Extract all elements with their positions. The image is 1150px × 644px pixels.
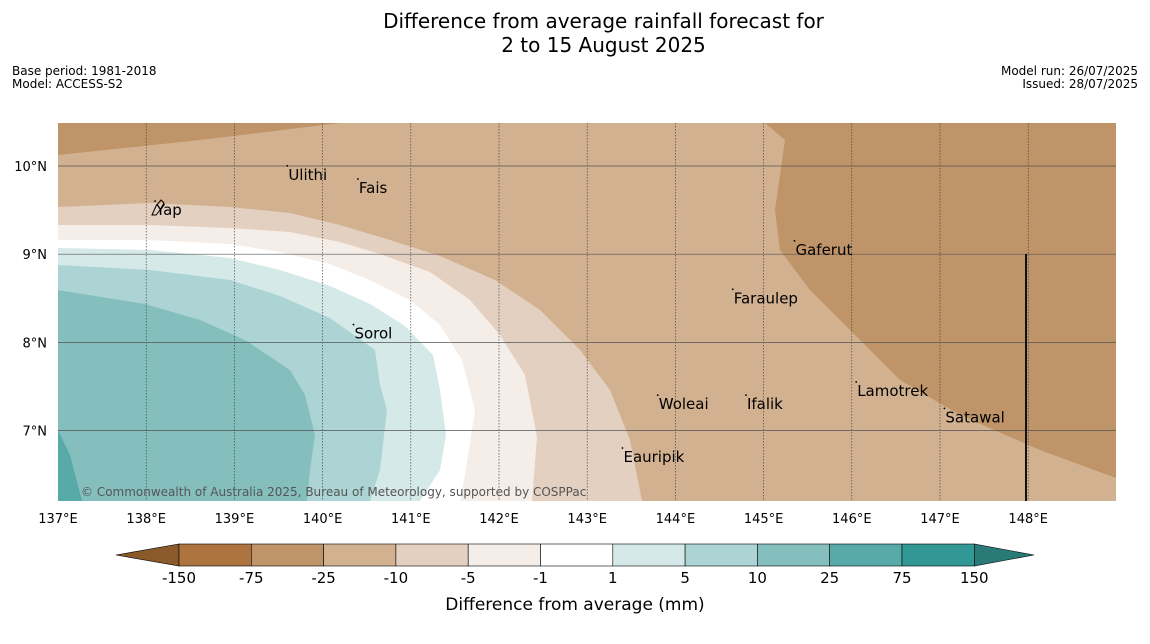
place-label-woleai: Woleai xyxy=(659,395,709,413)
place-labels: Yap Ulithi Fais Gaferut Faraulep Sorol Woleai I… xyxy=(154,164,1005,466)
latitude-tick-label: 9°N xyxy=(23,248,48,263)
colorbar-label: -25 xyxy=(311,569,336,587)
colorbar-label: 1 xyxy=(608,569,618,587)
longitude-tick-label: 146°E xyxy=(832,512,872,527)
longitude-tick-label: 137°E xyxy=(38,512,78,527)
place-label-lamotrek: Lamotrek xyxy=(857,382,928,400)
place-label-ifalik: Ifalik xyxy=(747,395,783,413)
latitude-tick-label: 10°N xyxy=(14,160,47,175)
place-label-faraulep: Faraulep xyxy=(734,289,798,307)
place-label-satawal: Satawal xyxy=(945,408,1004,426)
colorbar-extend-high xyxy=(973,543,1035,567)
place-label-yap: Yap xyxy=(155,201,182,219)
colorbar-label: -150 xyxy=(162,569,196,587)
place-marker xyxy=(621,447,624,449)
colorbar-segment xyxy=(829,543,903,567)
colorbar-segment xyxy=(901,543,975,567)
model-run-text: Model run: 26/07/2025 xyxy=(1000,64,1138,78)
place-marker xyxy=(793,239,796,242)
colorbar-segment xyxy=(251,543,324,567)
colorbar-segment xyxy=(540,543,614,567)
place-label-eauripik: Eauripik xyxy=(623,448,684,466)
place-marker xyxy=(656,394,659,397)
longitude-tick-label: 148°E xyxy=(1008,512,1048,527)
longitude-tick-label: 145°E xyxy=(744,512,784,527)
longitude-tick-label: 147°E xyxy=(920,512,960,527)
contour-east-dry xyxy=(765,123,1116,478)
longitude-tick-label: 139°E xyxy=(215,512,255,527)
place-label-gaferut: Gaferut xyxy=(795,241,852,259)
place-marker xyxy=(731,288,734,291)
colorbar-segment xyxy=(395,543,469,567)
colorbar-label: -10 xyxy=(384,569,409,587)
base-period-text: Base period: 1981-2018 xyxy=(12,64,157,78)
place-marker xyxy=(855,381,858,383)
colorbar: -150 -75 -25 -10 -5 -1 1 5 10 25 75 150 xyxy=(115,543,1035,587)
latitude-tick-labels: 10°N 9°N 8°N 7°N xyxy=(14,160,47,440)
base-info: Base period: 1981-2018 Model: ACCESS-S2 xyxy=(12,65,157,91)
longitude-tick-label: 138°E xyxy=(126,512,166,527)
colorbar-label: -75 xyxy=(239,569,264,587)
yap-island-outline xyxy=(151,199,165,216)
colorbar-label: 5 xyxy=(680,569,690,587)
copyright-text: © Commonwealth of Australia 2025, Bureau… xyxy=(81,485,586,499)
colorbar-segment xyxy=(467,543,541,567)
model-text: Model: ACCESS-S2 xyxy=(12,77,124,91)
place-marker xyxy=(356,178,359,180)
colorbar-label: 150 xyxy=(960,569,989,587)
title-line-2: 2 to 15 August 2025 xyxy=(501,33,706,57)
rainfall-contours: Yap Ulithi Fais Gaferut Faraulep Sorol Woleai I… xyxy=(58,123,1116,501)
colorbar-label: 10 xyxy=(748,569,767,587)
run-info: Model run: 26/07/2025 Issued: 28/07/2025 xyxy=(1001,65,1138,91)
colorbar-segment xyxy=(757,543,831,567)
colorbar-label: -5 xyxy=(461,569,476,587)
colorbar-segment xyxy=(612,543,686,567)
chart-title: Difference from average rainfall forecas… xyxy=(0,9,1150,57)
contour-wet-4 xyxy=(58,430,82,501)
place-marker xyxy=(943,407,946,410)
contour-top-left-dry xyxy=(58,123,340,155)
issued-text: Issued: 28/07/2025 xyxy=(1022,77,1138,91)
longitude-tick-label: 142°E xyxy=(479,512,519,527)
longitude-tick-label: 140°E xyxy=(303,512,343,527)
colorbar-label: -1 xyxy=(533,569,548,587)
longitude-tick-label: 143°E xyxy=(567,512,607,527)
colorbar-segment xyxy=(684,543,758,567)
place-marker xyxy=(154,200,156,203)
place-label-fais: Fais xyxy=(359,179,388,197)
colorbar-segment xyxy=(178,543,252,567)
place-marker xyxy=(745,394,747,397)
place-label-ulithi: Ulithi xyxy=(288,166,327,184)
colorbar-segment xyxy=(323,543,397,567)
colorbar-label: 25 xyxy=(820,569,839,587)
colorbar-extend-low xyxy=(115,543,180,567)
place-marker xyxy=(286,164,289,167)
latitude-gridlines xyxy=(58,165,1116,431)
latitude-tick-label: 7°N xyxy=(23,425,48,440)
place-marker xyxy=(352,323,355,326)
longitude-tick-labels: 137°E 138°E 139°E 140°E 141°E 142°E 143°E 144°E… xyxy=(38,512,1048,527)
longitude-tick-label: 144°E xyxy=(656,512,696,527)
longitude-tick-label: 141°E xyxy=(391,512,431,527)
title-line-1: Difference from average rainfall forecas… xyxy=(383,9,824,33)
colorbar-title: Difference from average (mm) xyxy=(445,595,704,615)
colorbar-label: 75 xyxy=(892,569,911,587)
place-label-sorol: Sorol xyxy=(354,325,392,343)
longitude-gridlines xyxy=(145,123,1029,501)
latitude-tick-label: 8°N xyxy=(23,336,48,351)
